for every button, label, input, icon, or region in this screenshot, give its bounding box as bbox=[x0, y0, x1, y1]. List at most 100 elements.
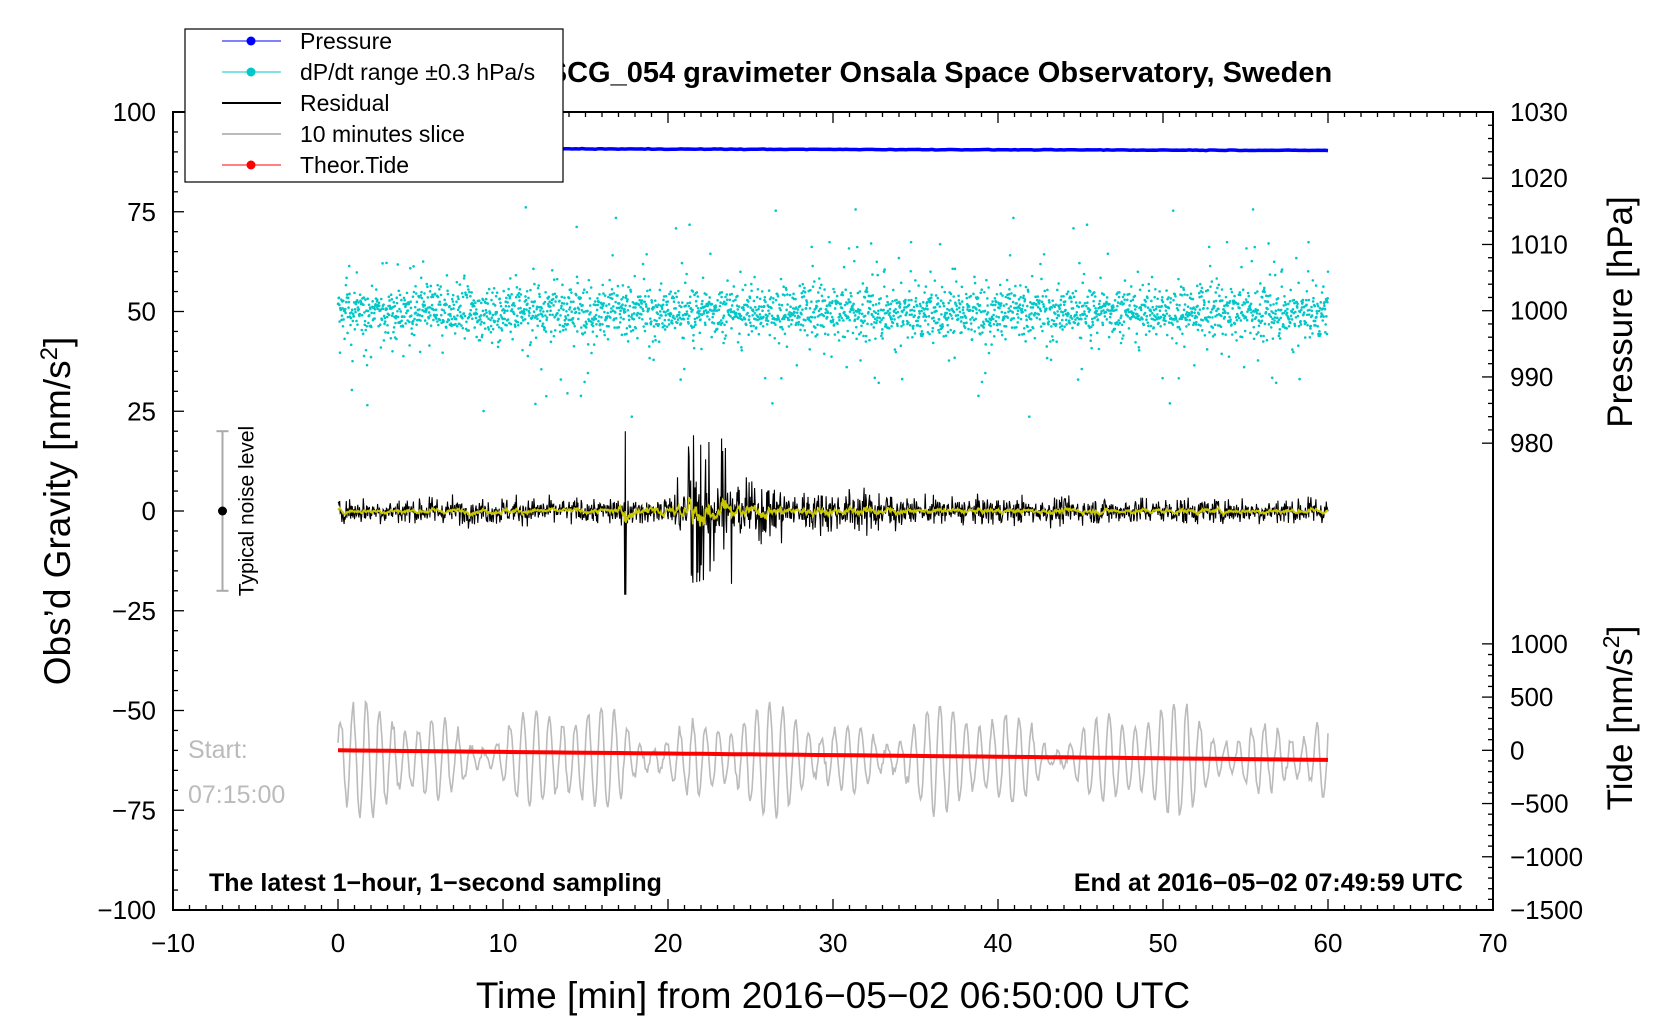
dpdt-dot bbox=[846, 302, 849, 305]
dpdt-dot bbox=[682, 336, 685, 340]
dpdt-dot bbox=[564, 315, 567, 318]
dpdt-dot bbox=[913, 309, 916, 313]
dpdt-dot bbox=[927, 315, 931, 318]
dpdt-dot bbox=[1313, 319, 1317, 323]
dpdt-dot bbox=[642, 309, 645, 313]
dpdt-dot bbox=[479, 301, 483, 305]
dpdt-dot bbox=[733, 315, 736, 319]
dpdt-dot bbox=[818, 286, 822, 290]
dpdt-dot bbox=[479, 314, 483, 317]
dpdt-dot bbox=[977, 394, 980, 398]
dpdt-dot bbox=[1102, 293, 1106, 296]
dpdt-dot bbox=[511, 337, 514, 341]
dpdt-dot bbox=[1065, 323, 1068, 326]
dpdt-dot bbox=[573, 324, 576, 328]
dpdt-dot bbox=[538, 295, 541, 298]
dpdt-dot bbox=[778, 320, 782, 323]
dpdt-dot bbox=[1188, 318, 1191, 322]
dpdt-dot bbox=[954, 302, 957, 306]
slice-start-label: Start: bbox=[188, 736, 248, 764]
dpdt-dot bbox=[1060, 324, 1064, 328]
dpdt-dot bbox=[1021, 304, 1025, 307]
dpdt-dot bbox=[916, 319, 919, 323]
dpdt-dot bbox=[845, 365, 848, 369]
dpdt-dot bbox=[423, 319, 427, 322]
dpdt-dot bbox=[614, 216, 618, 220]
dpdt-dot bbox=[438, 287, 441, 291]
dpdt-dot bbox=[1206, 320, 1210, 323]
dpdt-dot bbox=[1130, 310, 1133, 313]
dpdt-dot bbox=[1273, 273, 1277, 277]
dpdt-dot bbox=[870, 323, 873, 326]
dpdt-dot bbox=[833, 333, 837, 336]
dpdt-dot bbox=[873, 321, 876, 324]
dpdt-dot bbox=[1025, 318, 1028, 322]
dpdt-dot bbox=[580, 308, 584, 312]
dpdt-dot bbox=[1116, 301, 1120, 304]
dpdt-dot bbox=[749, 306, 752, 310]
dpdt-dot bbox=[888, 307, 892, 311]
dpdt-dot bbox=[415, 323, 418, 326]
dpdt-dot bbox=[480, 320, 483, 324]
dpdt-dot bbox=[1157, 321, 1160, 325]
dpdt-dot bbox=[1282, 304, 1286, 307]
dpdt-dot bbox=[930, 293, 933, 297]
dpdt-dot bbox=[891, 288, 895, 292]
dpdt-dot bbox=[408, 320, 411, 324]
dpdt-dot bbox=[939, 324, 942, 327]
dpdt-dot bbox=[754, 317, 757, 321]
dpdt-dot bbox=[700, 302, 704, 306]
dpdt-dot bbox=[1205, 316, 1208, 320]
dpdt-dot bbox=[652, 306, 656, 309]
dpdt-dot bbox=[1102, 309, 1105, 312]
dpdt-dot bbox=[1156, 313, 1159, 316]
dpdt-dot bbox=[607, 303, 611, 306]
dpdt-dot bbox=[1197, 291, 1201, 295]
dpdt-dot bbox=[610, 287, 614, 291]
dpdt-dot bbox=[597, 300, 601, 304]
dpdt-dot bbox=[1042, 305, 1046, 308]
dpdt-dot bbox=[1221, 332, 1224, 336]
dpdt-dot bbox=[551, 313, 554, 317]
dpdt-dot bbox=[677, 313, 681, 317]
dpdt-dot bbox=[1014, 284, 1017, 288]
dpdt-dot bbox=[671, 321, 674, 325]
dpdt-dot bbox=[762, 315, 765, 319]
dpdt-dot bbox=[1255, 311, 1259, 315]
dpdt-dot bbox=[783, 294, 786, 297]
dpdt-dot bbox=[1085, 304, 1088, 308]
dpdt-dot bbox=[1152, 308, 1156, 312]
dpdt-dot bbox=[663, 328, 667, 331]
dpdt-dot bbox=[1220, 314, 1223, 318]
dpdt-dot bbox=[1055, 316, 1059, 320]
dpdt-dot bbox=[1278, 331, 1281, 335]
dpdt-dot bbox=[783, 332, 787, 336]
dpdt-dot bbox=[963, 326, 967, 329]
dpdt-dot bbox=[887, 327, 891, 330]
dpdt-dot bbox=[1217, 307, 1220, 311]
dpdt-dot bbox=[691, 290, 695, 293]
dpdt-dot bbox=[1187, 323, 1190, 326]
dpdt-dot bbox=[641, 307, 644, 311]
dpdt-dot bbox=[1301, 298, 1305, 302]
dpdt-dot bbox=[823, 288, 826, 291]
dpdt-dot bbox=[816, 323, 819, 327]
dpdt-dot bbox=[512, 312, 516, 316]
dpdt-dot bbox=[832, 323, 836, 326]
dpdt-dot bbox=[1206, 288, 1210, 292]
dpdt-dot bbox=[1230, 333, 1234, 336]
dpdt-dot bbox=[710, 309, 713, 312]
dpdt-dot bbox=[603, 294, 607, 297]
dpdt-dot bbox=[1059, 298, 1063, 302]
tide-tick-label: −500 bbox=[1510, 789, 1569, 819]
dpdt-dot bbox=[807, 316, 811, 320]
dpdt-dot bbox=[556, 312, 559, 315]
dpdt-dot bbox=[736, 341, 740, 344]
dpdt-dot bbox=[1083, 301, 1087, 305]
dpdt-dot bbox=[1256, 308, 1259, 312]
dpdt-dot bbox=[553, 329, 557, 332]
dpdt-dot bbox=[411, 319, 415, 323]
dpdt-dot bbox=[614, 317, 618, 320]
dpdt-dot bbox=[455, 324, 459, 328]
dpdt-dot bbox=[501, 321, 505, 325]
